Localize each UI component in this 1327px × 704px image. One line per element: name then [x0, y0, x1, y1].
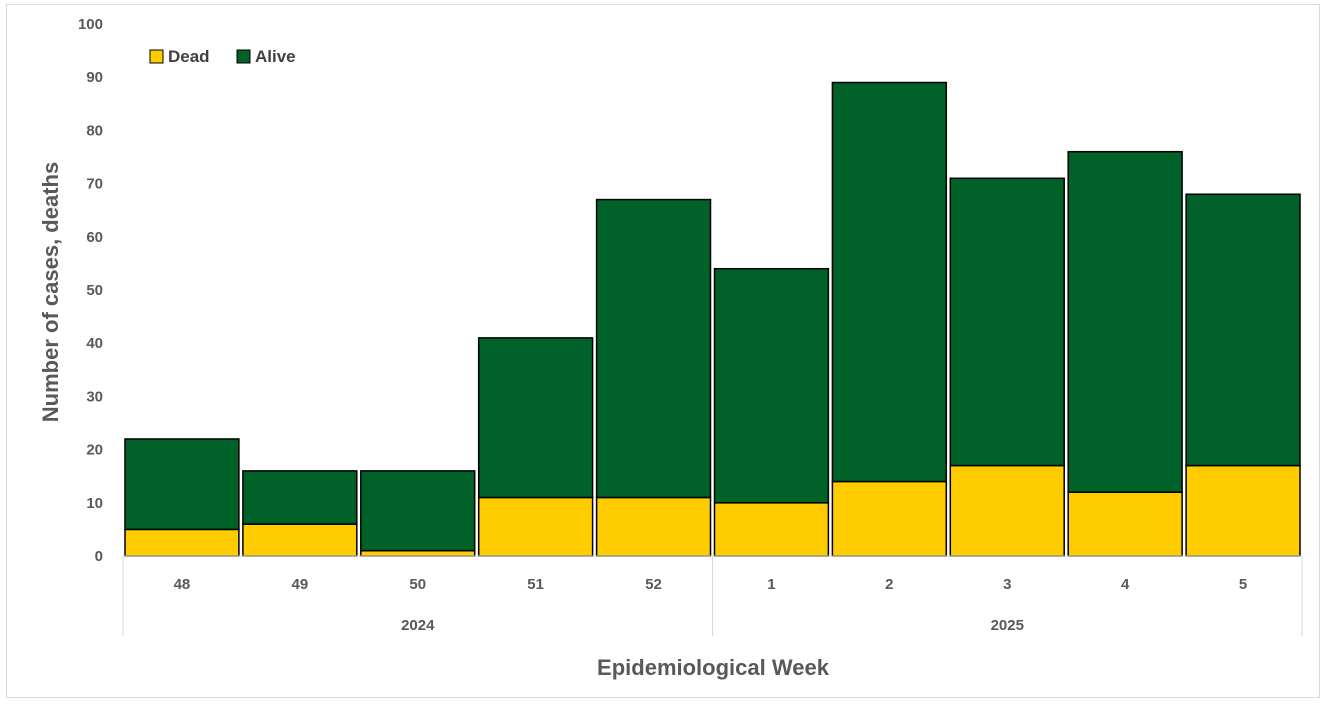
x-tick-label: 50: [409, 576, 426, 593]
bar-dead-48: [124, 528, 240, 557]
x-axis-title: Epidemiological Week: [597, 655, 830, 680]
y-axis-title: Number of cases, deaths: [38, 162, 63, 422]
bar-dead-2: [831, 480, 948, 557]
x-tick-label: 1: [767, 576, 775, 593]
y-tick-label: 0: [95, 548, 103, 565]
legend-swatch-dead: [149, 49, 164, 64]
x-tick-label: 3: [1003, 576, 1011, 593]
x-tick-label: 48: [174, 576, 191, 593]
bar-alive-1: [713, 267, 830, 504]
bar-dead-49: [242, 523, 358, 557]
bar-dead-4: [1067, 491, 1183, 557]
x-axis: 48 49 50 51 52 1 2 3 4 5 2024 2025: [122, 555, 1303, 636]
y-tick-label: 30: [86, 388, 103, 405]
bar-alive-5: [1185, 193, 1301, 467]
y-tick-label: 80: [86, 122, 103, 139]
y-tick-label: 40: [86, 335, 103, 352]
x-tick-label: 52: [645, 576, 662, 593]
legend-label-dead: Dead: [168, 47, 210, 66]
x-tick-label: 2: [885, 576, 893, 593]
bar-alive-52: [595, 198, 712, 499]
legend-label-alive: Alive: [255, 47, 296, 66]
x-tick-label: 4: [1121, 576, 1130, 593]
bar-alive-49: [242, 470, 358, 525]
x-tick-label: 51: [527, 576, 544, 593]
bar-alive-4: [1067, 150, 1183, 493]
y-tick-label: 50: [86, 282, 103, 299]
bar-dead-52: [595, 496, 712, 557]
bar-dead-5: [1185, 464, 1301, 557]
y-tick-label: 70: [86, 176, 103, 193]
y-tick-label: 10: [86, 495, 103, 512]
bar-alive-48: [124, 438, 240, 531]
bar-alive-51: [477, 337, 594, 499]
y-tick-label: 60: [86, 229, 103, 246]
x-tick-label: 5: [1239, 576, 1247, 593]
bar-dead-50: [360, 549, 476, 557]
bars: [124, 81, 1301, 557]
x-tick-label: 49: [292, 576, 309, 593]
bar-dead-3: [949, 464, 1065, 557]
y-tick-label: 100: [78, 16, 103, 33]
bar-alive-2: [831, 81, 948, 483]
bar-alive-3: [949, 177, 1065, 467]
x-group-label: 2024: [401, 617, 435, 634]
bar-dead-51: [477, 496, 594, 557]
bar-dead-1: [713, 502, 830, 557]
y-tick-label: 90: [86, 69, 103, 86]
y-axis-ticks: 0 10 20 30 40 50 60 70 80 90 100: [78, 16, 103, 565]
legend-swatch-alive: [236, 49, 251, 64]
y-tick-label: 20: [86, 442, 103, 459]
x-group-label: 2025: [991, 617, 1024, 634]
legend: Dead Alive: [149, 47, 296, 66]
bar-alive-50: [360, 470, 476, 552]
